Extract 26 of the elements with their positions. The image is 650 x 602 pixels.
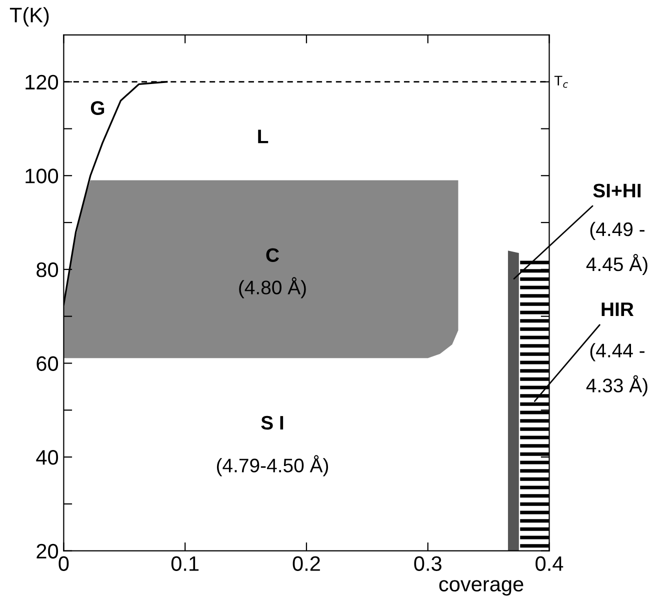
annotation: G — [90, 101, 104, 115]
y-axis-title: T(K) — [10, 7, 49, 27]
x-tick-label: 0.2 — [292, 556, 320, 571]
annotation: S I — [261, 416, 284, 430]
y-tick-label: 40 — [36, 450, 58, 465]
y-tick-label: 100 — [26, 168, 58, 184]
y-tick-label: 20 — [36, 544, 58, 559]
annotation: L — [258, 130, 268, 144]
ref-line-label: T$_{c}$ — [554, 76, 568, 88]
text: HIR — [602, 302, 634, 316]
y-tick-label: 80 — [36, 262, 58, 278]
text: 4.45 Å) — [586, 254, 648, 276]
y-tick-label: 60 — [36, 356, 58, 371]
annotation: C — [266, 248, 279, 262]
y-tick-label: 120 — [26, 74, 58, 90]
x-axis-title: coverage — [439, 580, 524, 596]
annotation: (4.79-4.50 Å) — [216, 455, 328, 476]
x-tick-label: 0.1 — [171, 556, 199, 571]
text: 4.33 Å) — [586, 375, 648, 396]
text: (4.49 - — [590, 222, 644, 240]
x-tick-label: 0.4 — [536, 556, 564, 571]
text: (4.44 - — [590, 343, 644, 362]
x-tick-label: 0.3 — [414, 556, 442, 571]
x-tick-label: 0 — [58, 556, 69, 571]
annotation: SI+HI — [593, 184, 641, 198]
annotation: (4.80 Å) — [239, 277, 306, 298]
